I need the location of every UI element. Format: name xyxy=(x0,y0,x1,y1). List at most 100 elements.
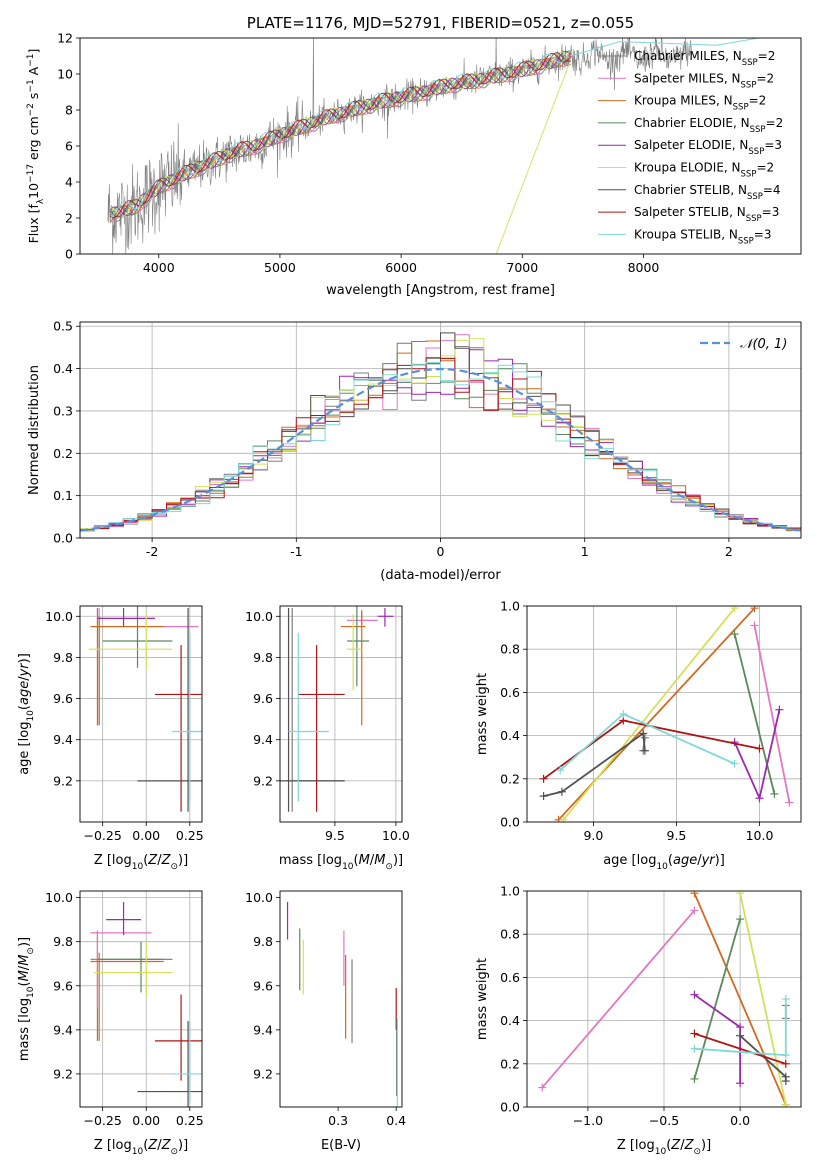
plot-area xyxy=(286,902,398,1107)
histogram-step xyxy=(80,357,801,538)
axis-label-part: Z xyxy=(161,1138,172,1153)
y-tick-label: 0.5 xyxy=(53,319,73,334)
axis-label-part: / xyxy=(17,965,32,970)
chart-title: PLATE=1176, MJD=52791, FIBERID=0521, z=0… xyxy=(247,14,634,32)
y-tick-label: 9.4 xyxy=(53,1022,73,1037)
axis-label-part: mass [log xyxy=(17,998,32,1061)
axis-label-part: Z xyxy=(147,853,158,868)
legend-text: Kroupa STELIB, N xyxy=(634,227,738,241)
axis-label-part: 10 xyxy=(655,1147,667,1157)
y-tick-label: 6 xyxy=(65,139,73,154)
weight-line xyxy=(693,918,741,1080)
axes-frame xyxy=(279,890,403,1108)
legend-entry: Salpeter ELODIE, NSSP=3 xyxy=(634,138,782,157)
axis-label-part: )] xyxy=(17,937,32,947)
x-tick-label: 0.25 xyxy=(176,1113,204,1128)
legend-sub: SSP xyxy=(748,147,764,157)
axes-age-vs-Z: −0.25 0.00 0.259.29.49.69.810.0Z [log10(Z/… xyxy=(17,605,204,872)
axis-label-part: ⊙ xyxy=(26,947,36,955)
axis-label-part: ( xyxy=(17,705,32,710)
legend-tail: =3 xyxy=(762,205,780,219)
weight-line xyxy=(733,633,776,795)
legend-sub: SSP xyxy=(747,192,763,202)
axes-frame xyxy=(79,37,802,255)
legend-sub: SSP xyxy=(733,103,749,113)
y-tick-label: 9.4 xyxy=(53,732,73,747)
axis-label-part: / xyxy=(370,853,375,868)
axes-mass-vs-Z: −0.25 0.00 0.259.29.49.69.810.0Z [log10(Z/… xyxy=(17,890,204,1157)
legend-text: Chabrier STELIB, N xyxy=(634,183,747,197)
weight-line xyxy=(693,892,787,1106)
x-tick-label: −0.25 xyxy=(84,1113,122,1128)
spectrum-data-line xyxy=(107,38,693,254)
y-tick-label: 12 xyxy=(57,31,73,46)
x-axis-label: wavelength [Angstrom, rest frame] xyxy=(326,283,555,298)
axis-label-part: )] xyxy=(17,653,32,663)
weight-line xyxy=(543,719,760,780)
axes-residuals: -2 -1 0 1 2 0.0 0.1 0.2 0.3 0.4 0.5 (data-model)/er… xyxy=(27,319,802,583)
legend-text: Kroupa ELODIE, N xyxy=(634,161,741,175)
plot-area xyxy=(107,38,762,254)
x-tick-label: −0.25 xyxy=(84,828,122,843)
plot-area xyxy=(80,322,801,538)
axis-label-part: 10 xyxy=(132,862,144,872)
x-tick-label: 10.0 xyxy=(382,828,410,843)
histogram-step xyxy=(80,349,801,538)
y-tick-label: 1.0 xyxy=(500,599,520,614)
legend-entry: Chabrier MILES, NSSP=2 xyxy=(634,49,775,68)
axis-label-part: ( xyxy=(17,981,32,986)
axis-label-part: −1 xyxy=(26,79,36,92)
y-axis-label: mass weight xyxy=(475,958,490,1040)
axis-label-part: 10 xyxy=(132,1147,144,1157)
legend-entry: Chabrier ELODIE, NSSP=2 xyxy=(634,116,783,135)
legend-text: Salpeter STELIB, N xyxy=(634,205,746,219)
model-line xyxy=(110,53,572,219)
histogram-step xyxy=(80,361,801,538)
legend-sub: SSP xyxy=(742,58,758,68)
axis-label-part: yr xyxy=(701,853,717,868)
x-tick-label: 0.4 xyxy=(386,1113,406,1128)
x-tick-label: 0.25 xyxy=(176,828,204,843)
axes-frame xyxy=(79,890,203,1108)
axes-frame xyxy=(279,605,403,823)
axis-label-part: ( xyxy=(354,853,359,868)
axis-label-part: Z [log xyxy=(94,1138,132,1153)
axis-label-part: s xyxy=(26,93,41,104)
legend-sub: SSP xyxy=(746,214,762,224)
axis-label-part: Z [log xyxy=(617,1138,655,1153)
y-tick-label: 0.2 xyxy=(500,1056,520,1071)
y-tick-label: 10 xyxy=(57,67,73,82)
axis-label-part: λ xyxy=(36,198,46,204)
x-tick-label: 9.0 xyxy=(583,828,603,843)
y-tick-label: 2 xyxy=(65,211,73,226)
legend-entry: 𝒩(0, 1) xyxy=(740,337,787,352)
y-tick-label: 0.2 xyxy=(53,446,73,461)
axis-label: Z [log10(Z/Z⊙)] xyxy=(94,853,188,872)
y-tick-label: 0.0 xyxy=(53,531,73,546)
model-line xyxy=(109,50,571,217)
axis-label-part: erg cm xyxy=(26,116,41,164)
weight-line xyxy=(543,731,646,797)
y-tick-label: 1.0 xyxy=(500,884,520,899)
axis-label-part: / xyxy=(680,1138,685,1153)
x-tick-label: 0 xyxy=(437,544,445,559)
y-tick-label: 0.8 xyxy=(500,927,520,942)
legend-tail: =2 xyxy=(758,49,776,63)
y-tick-label: 0.6 xyxy=(500,970,520,985)
y-tick-label: 0.4 xyxy=(500,728,520,743)
y-tick-label: 9.8 xyxy=(253,934,273,949)
x-tick-label: 9.5 xyxy=(325,828,345,843)
axis-label-part: ( xyxy=(668,853,673,868)
axis-label-part: 10 xyxy=(26,986,36,998)
axis-label-part: M xyxy=(359,853,370,868)
axis-label-part: age [log xyxy=(17,722,32,775)
x-tick-label: 10.0 xyxy=(746,828,774,843)
legend-tail: =4 xyxy=(763,183,781,197)
x-tick-label: 0.3 xyxy=(328,1113,348,1128)
axis-label-part: age xyxy=(17,681,32,705)
model-line xyxy=(109,52,572,218)
x-tick-label: 0.00 xyxy=(132,1113,160,1128)
y-tick-label: 0.1 xyxy=(53,488,73,503)
y-tick-label: 9.2 xyxy=(53,1066,73,1081)
axis-label-part: ⊙ xyxy=(385,862,393,872)
